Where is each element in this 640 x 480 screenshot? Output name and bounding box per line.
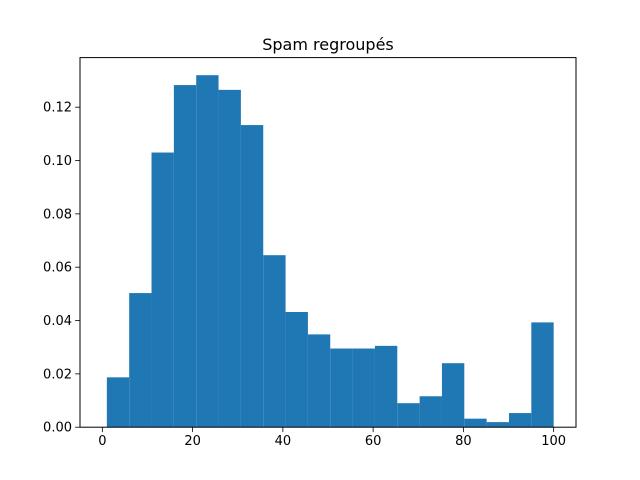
histogram-bar <box>173 85 197 428</box>
y-axis-ticks: 0.00 0.02 0.04 0.06 0.08 0.10 0.12 <box>43 101 80 436</box>
x-axis-ticks: 0 20 40 60 80 100 <box>98 427 566 449</box>
histogram-bar <box>240 125 264 428</box>
histogram-bar <box>218 89 241 428</box>
bars-group <box>106 75 554 428</box>
histogram-bar <box>508 413 532 428</box>
chart-title: Spam regroupés <box>262 35 394 54</box>
histogram-bar <box>374 345 398 428</box>
histogram-bar <box>196 75 219 428</box>
histogram-bar <box>330 348 353 428</box>
histogram-bar <box>263 255 286 428</box>
histogram-bar <box>285 312 308 428</box>
histogram-bar <box>441 363 465 428</box>
x-tick-label: 60 <box>365 434 382 449</box>
y-tick-label: 0.12 <box>43 101 72 116</box>
y-tick-label: 0.00 <box>43 421 72 436</box>
histogram-bar <box>486 422 509 428</box>
x-tick-label: 80 <box>455 434 472 449</box>
histogram-bar <box>531 322 554 428</box>
y-tick-label: 0.02 <box>43 367 72 382</box>
histogram-bar <box>397 403 420 428</box>
histogram-bar <box>307 334 331 428</box>
y-tick-label: 0.06 <box>43 261 72 276</box>
histogram-bar <box>419 396 442 428</box>
histogram-bar <box>151 152 174 428</box>
histogram-bar <box>106 377 130 428</box>
x-tick-label: 100 <box>541 434 566 449</box>
y-tick-label: 0.04 <box>43 314 72 329</box>
y-tick-label: 0.10 <box>43 154 72 169</box>
x-tick-label: 0 <box>98 434 106 449</box>
histogram-bar <box>129 293 152 428</box>
x-tick-label: 40 <box>275 434 292 449</box>
plot-frame <box>79 57 577 428</box>
histogram-bar <box>464 418 487 428</box>
y-tick-label: 0.08 <box>43 207 72 222</box>
histogram-bar <box>352 348 375 428</box>
x-tick-label: 20 <box>184 434 201 449</box>
